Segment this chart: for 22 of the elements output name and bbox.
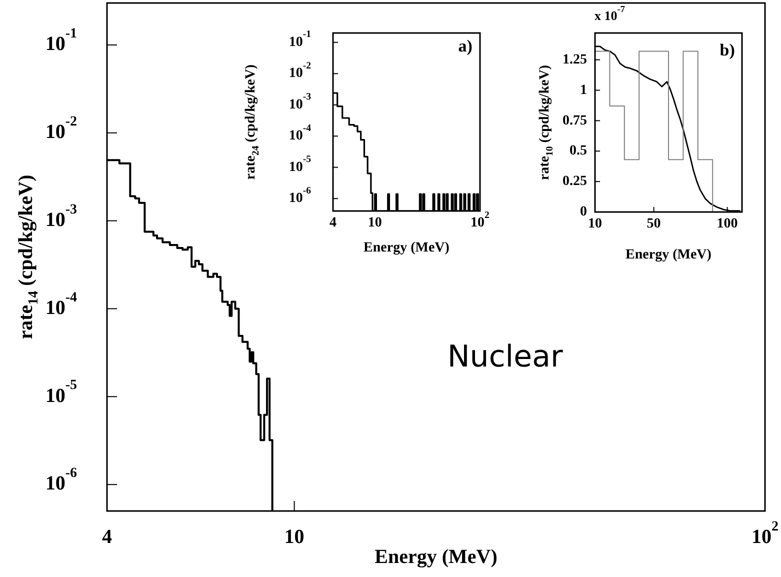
x-tick-label: 4	[330, 216, 336, 231]
x-tick-label: 10	[284, 526, 304, 548]
x-tick-label: 10	[368, 216, 382, 231]
x-tick-label: 10	[588, 216, 602, 232]
y-axis-title: rate14 (cpd/kg/keV)	[15, 174, 42, 340]
y-tick-label: 1	[580, 82, 587, 98]
y-tick-label: 0.25	[562, 174, 587, 190]
x-axis-title: Energy (MeV)	[364, 240, 450, 256]
x-axis-title: Energy (MeV)	[374, 546, 498, 568]
x-tick-label: 4	[102, 526, 112, 548]
annotation: a)	[458, 36, 472, 56]
y-axis-title: rate24 (cpd/kg/keV)	[244, 64, 262, 180]
annotation: b)	[720, 40, 735, 60]
y-tick-label: 0	[580, 204, 587, 220]
y-tick-label: 1.25	[562, 52, 587, 68]
y-axis-title: rate10 (cpd/kg/keV)	[538, 64, 556, 180]
annotation: Nuclear	[447, 339, 564, 374]
y-tick-label: 0.5	[570, 144, 587, 159]
y-tick-label: 0.75	[562, 113, 587, 128]
x-axis-title: Energy (MeV)	[626, 248, 712, 263]
x-tick-label: 100	[716, 216, 738, 232]
x-tick-label: 50	[646, 216, 661, 232]
